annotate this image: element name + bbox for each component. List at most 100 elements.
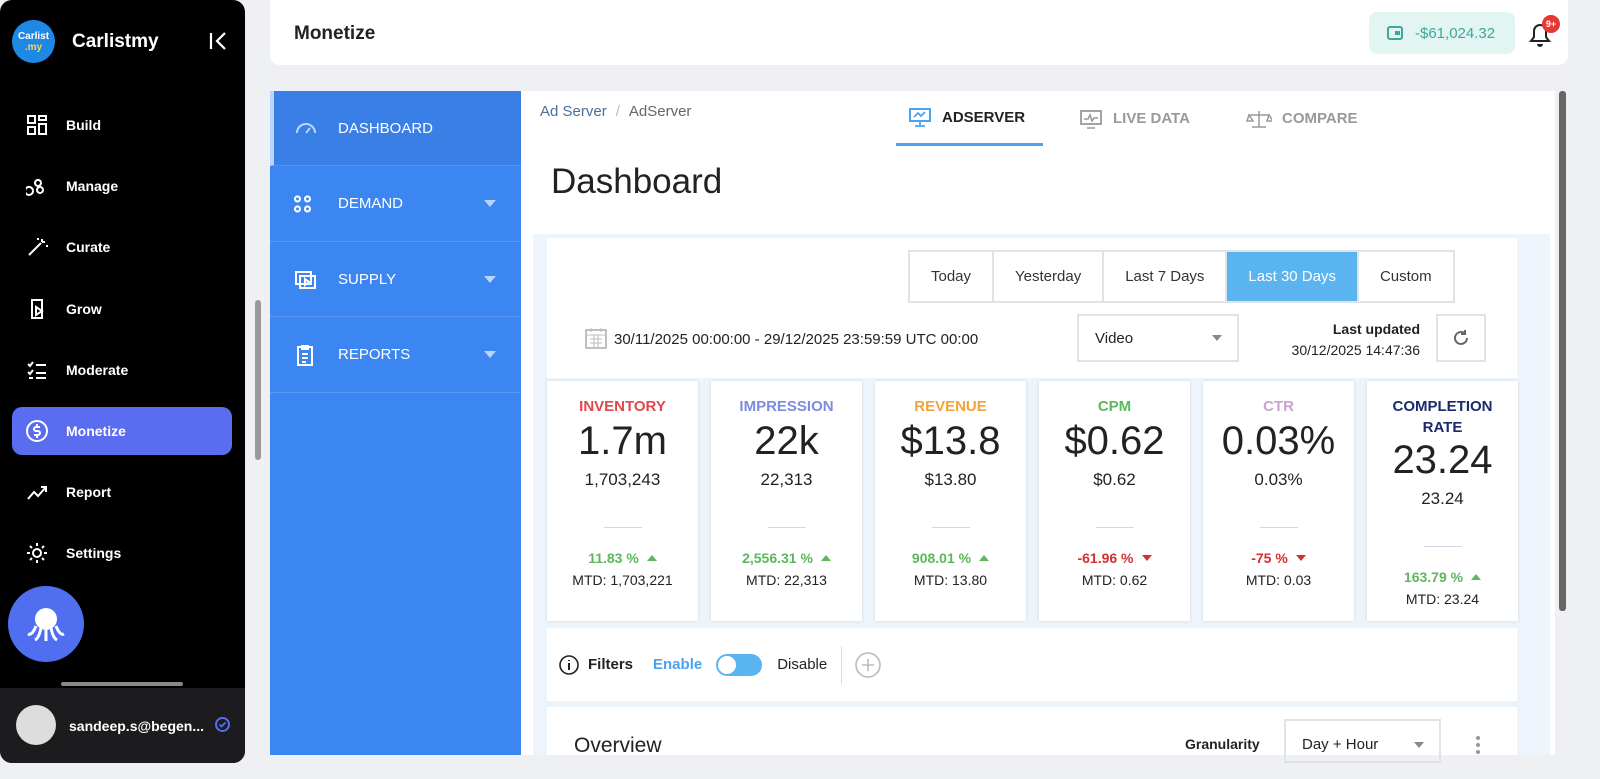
metric-mtd: MTD: 22,313 (746, 572, 827, 588)
last-updated: Last updated 30/12/2025 14:47:36 (1250, 319, 1420, 361)
assistant-button[interactable] (8, 586, 84, 662)
top-title: Monetize (294, 23, 376, 44)
nav-item[interactable]: Monetize (12, 407, 232, 455)
nav-item[interactable]: Report (12, 468, 232, 516)
trend-arrow (1471, 574, 1482, 580)
metric-card: REVENUE $13.8 $13.80 908.01 % MTD: 13.80 (875, 381, 1026, 621)
metric-mtd: MTD: 0.62 (1081, 572, 1148, 588)
divider (841, 645, 843, 684)
refresh-button[interactable] (1436, 314, 1486, 362)
metric-full: $0.62 (1093, 470, 1136, 489)
sub-nav-item[interactable]: REPORTS (270, 318, 521, 393)
nav-label: Report (66, 484, 112, 501)
refresh-icon (1454, 330, 1468, 345)
granularity-label: Granularity (1185, 736, 1260, 752)
metric-label: CPM (1097, 398, 1132, 415)
nav-item[interactable]: Curate (12, 223, 232, 271)
metric-card: INVENTORY 1.7m 1,703,243 11.83 % MTD: 1,703,… (547, 381, 698, 621)
caret (1212, 335, 1222, 341)
trend-arrow (1141, 555, 1152, 561)
balance[interactable]: -$61,024.32 (1369, 12, 1515, 54)
filters-label: Filters (588, 656, 634, 673)
tab[interactable]: LIVE DATA (1079, 91, 1190, 146)
overview-box: Overview Granularity Day + Hour (547, 707, 1517, 763)
nav-icon (26, 179, 44, 197)
nav-label: Curate (66, 239, 111, 256)
top-bar: Monetize -$61,024.32 9+ (270, 0, 1568, 65)
collapse-icon[interactable] (208, 31, 230, 51)
tab-icon (1080, 109, 1102, 129)
user-bar[interactable]: sandeep.s@begen... (0, 688, 245, 763)
range-group: Today Yesterday Last 7 Days Last 30 Days… (908, 250, 1455, 303)
sub-nav: DASHBOARD DEMAND SUPPLY REPORTS (270, 91, 521, 755)
enable-label[interactable]: Enable (653, 656, 703, 673)
range-button[interactable]: Today (910, 252, 995, 301)
metric-label: CTR (1263, 398, 1294, 415)
range-button[interactable]: Last 30 Days (1227, 252, 1359, 301)
metric-full: 22,313 (760, 470, 813, 489)
nav-icon (297, 344, 313, 366)
page-title: Dashboard (551, 162, 723, 201)
range-button[interactable]: Last 7 Days (1104, 252, 1228, 301)
logo[interactable]: Carlist .my (12, 20, 55, 63)
menu-icon[interactable] (1475, 735, 1481, 755)
metric-short: 22k (754, 419, 819, 463)
metric-change: 2,556.31 % (711, 550, 862, 566)
divider (1423, 546, 1462, 547)
tab-label: COMPARE (1282, 110, 1358, 127)
nav-label: Moderate (66, 361, 129, 378)
nav-label: Build (66, 117, 101, 133)
last-updated-label: Last updated (1332, 321, 1420, 337)
metric-change: 11.83 % (547, 550, 698, 566)
add-filter-icon[interactable] (854, 651, 882, 679)
toggle-knob (718, 655, 737, 674)
calendar-icon (585, 328, 607, 349)
nav-item[interactable]: Grow (12, 285, 232, 333)
tab[interactable]: COMPARE (1246, 91, 1358, 146)
granularity-select[interactable]: Day + Hour (1284, 719, 1441, 763)
disable-label[interactable]: Disable (777, 656, 828, 673)
nav-icon (27, 361, 46, 379)
crumb[interactable]: Ad Server (540, 103, 607, 120)
nav-item[interactable]: Settings (12, 529, 232, 577)
toggle[interactable] (716, 653, 763, 676)
trend-arrow (646, 555, 657, 561)
nav-icon (27, 486, 47, 500)
sub-nav-item[interactable]: SUPPLY (270, 242, 521, 317)
nav-item[interactable]: Manage (12, 162, 232, 210)
metric-card: CTR 0.03% 0.03% -75 % MTD: 0.03 (1203, 381, 1354, 621)
nav-item[interactable]: Moderate (12, 346, 232, 394)
logo-sub: .my (24, 42, 43, 53)
caret (484, 200, 496, 207)
nav-label: Monetize (66, 423, 126, 439)
scrollbar (1559, 91, 1566, 611)
sub-nav-item[interactable]: DASHBOARD (270, 91, 521, 166)
nav-icon (28, 238, 48, 257)
tab[interactable]: ADSERVER (896, 91, 1043, 146)
divider (603, 527, 642, 528)
metric-label: REVENUE (914, 398, 987, 415)
tab-icon (1246, 110, 1272, 128)
range-button[interactable]: Custom (1379, 268, 1432, 285)
nav-item[interactable]: Build (12, 101, 232, 149)
change-value: 2,556.31 % (742, 550, 813, 566)
media-select[interactable]: Video (1077, 314, 1239, 362)
divider (1259, 527, 1298, 528)
trend-arrow (1295, 555, 1306, 561)
sub-nav-item[interactable]: DEMAND (270, 167, 521, 242)
metric-change: 908.01 % (875, 550, 1026, 566)
metric-mtd: MTD: 23.24 (1405, 591, 1480, 607)
sub-nav-label: DEMAND (338, 195, 404, 212)
metric-short: 0.03% (1221, 419, 1336, 463)
nav-label: Manage (66, 178, 119, 195)
tab-label: ADSERVER (942, 108, 1026, 126)
metric-full: 1,703,243 (584, 470, 661, 489)
nav-icon (294, 194, 311, 212)
select-value: Day + Hour (1302, 736, 1379, 753)
metric-short: $0.62 (1064, 419, 1165, 463)
range-button[interactable]: Yesterday (994, 252, 1105, 301)
info-icon (559, 654, 579, 675)
overview-title: Overview (574, 734, 662, 757)
change-value: 163.79 % (1403, 569, 1464, 585)
